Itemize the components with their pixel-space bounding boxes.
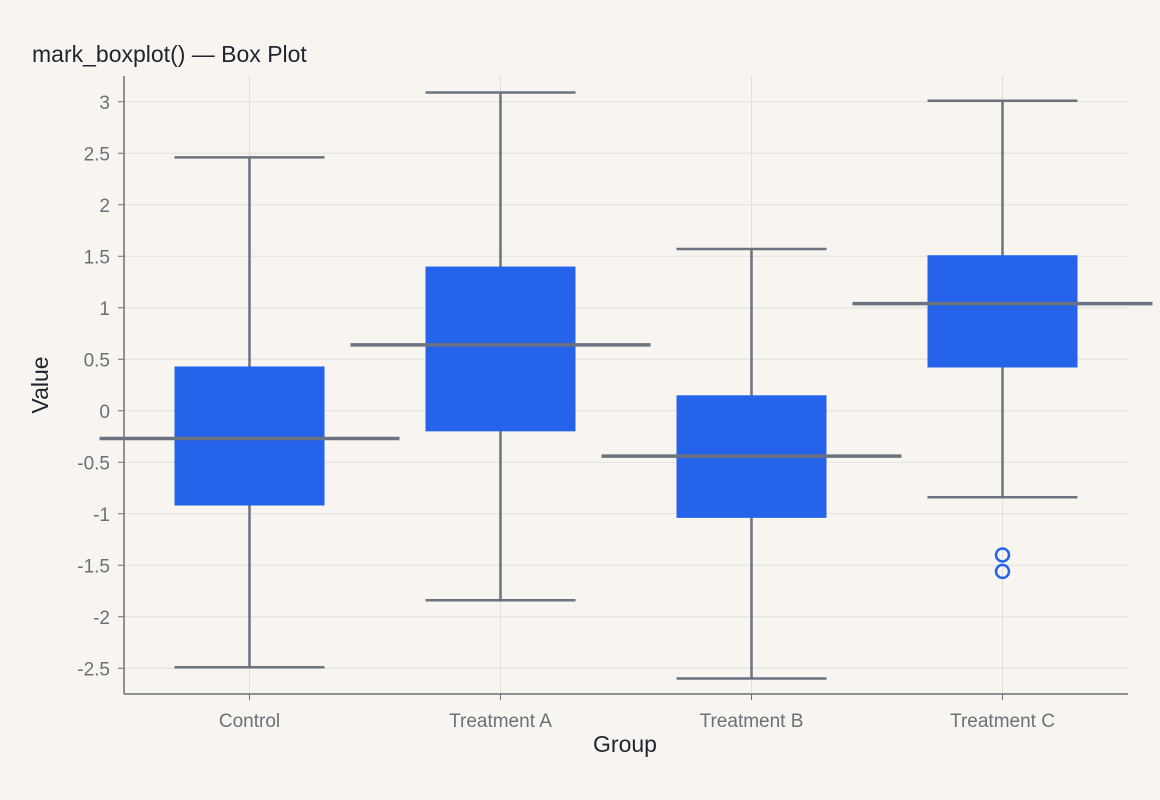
y-tick-label: -2 — [93, 608, 110, 629]
y-tick-label: -0.5 — [77, 453, 110, 474]
y-tick-label: 3 — [99, 93, 110, 114]
box-iqr — [425, 266, 576, 432]
y-tick-label: 2.5 — [84, 144, 110, 165]
y-tick-label: 0 — [99, 402, 110, 423]
x-tick-label: Treatment A — [449, 711, 552, 732]
y-ticks: 3 2.5 2 1.5 1 0.5 0 -0.5 -1 -1.5 -2 -2.5 — [77, 93, 124, 680]
y-tick-label: 2 — [99, 196, 110, 217]
x-tick-label: Treatment B — [700, 711, 804, 732]
chart-title: mark_boxplot() — Box Plot — [32, 41, 307, 67]
box-group-1 — [350, 91, 651, 602]
y-tick-label: -2.5 — [77, 659, 110, 680]
box-group-0 — [99, 156, 400, 669]
box-iqr — [174, 366, 325, 506]
outlier-point — [994, 547, 1011, 563]
box-iqr — [927, 255, 1078, 368]
x-axis-title: Group — [593, 731, 657, 757]
y-tick-label: -1.5 — [77, 556, 110, 577]
box-group-3 — [852, 99, 1153, 580]
y-tick-label: 1 — [99, 299, 110, 320]
axes — [123, 76, 1128, 695]
x-ticks: Control Treatment A Treatment B Treatment C — [219, 694, 1055, 732]
outlier-point — [994, 563, 1011, 580]
box-group-2 — [601, 247, 902, 680]
x-tick-label: Treatment C — [950, 711, 1055, 732]
x-tick-label: Control — [219, 711, 280, 732]
y-tick-label: 1.5 — [84, 247, 110, 268]
y-tick-label: 0.5 — [84, 350, 110, 371]
y-tick-label: -1 — [93, 505, 110, 526]
y-axis-title: Value — [27, 356, 53, 413]
boxes — [99, 91, 1153, 680]
